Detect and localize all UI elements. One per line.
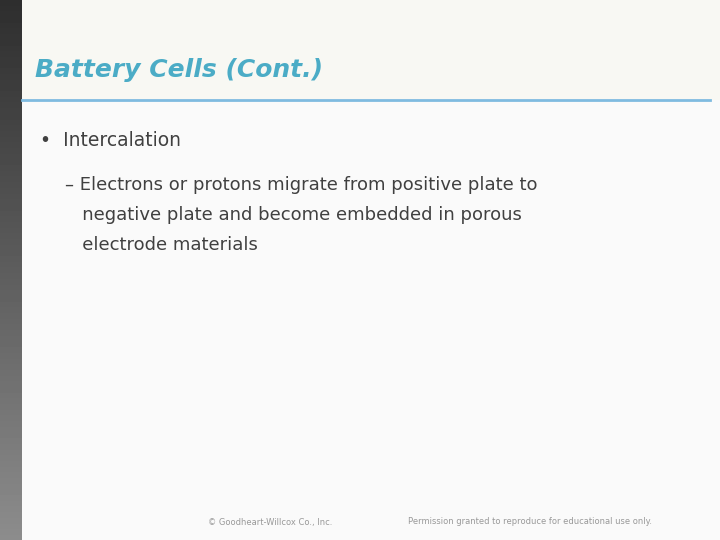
Text: negative plate and become embedded in porous: negative plate and become embedded in po… — [65, 206, 522, 224]
Text: •  Intercalation: • Intercalation — [40, 131, 181, 150]
Text: Battery Cells (Cont.): Battery Cells (Cont.) — [35, 58, 323, 82]
Bar — [22, 0, 720, 100]
Text: – Electrons or protons migrate from positive plate to: – Electrons or protons migrate from posi… — [65, 176, 538, 194]
Text: © Goodheart-Willcox Co., Inc.: © Goodheart-Willcox Co., Inc. — [208, 517, 332, 526]
Text: Permission granted to reproduce for educational use only.: Permission granted to reproduce for educ… — [408, 517, 652, 526]
Text: electrode materials: electrode materials — [65, 236, 258, 254]
